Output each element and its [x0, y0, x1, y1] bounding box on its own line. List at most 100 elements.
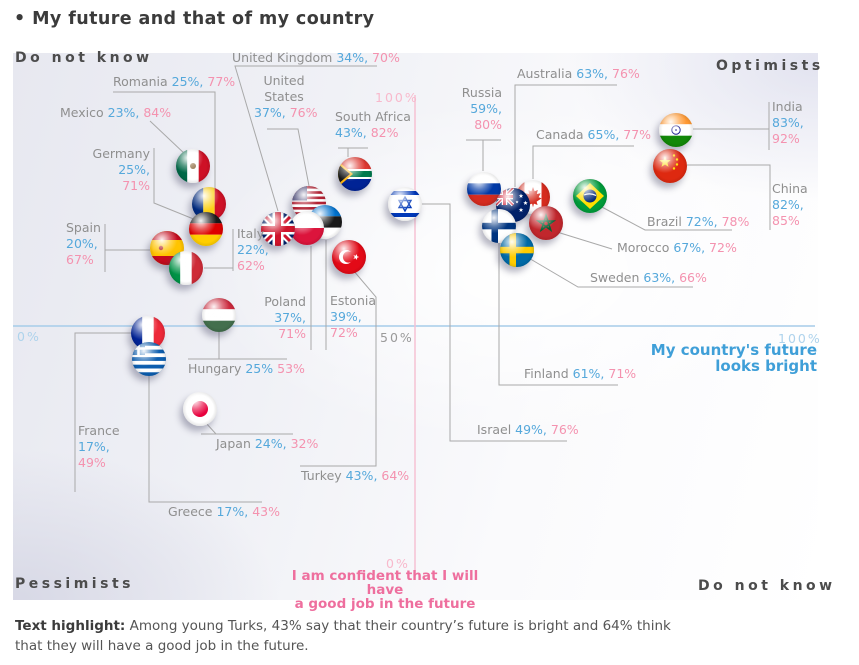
- country-label-united-kingdom: United Kingdom 34%, 70%: [232, 50, 400, 65]
- country-label-mexico: Mexico 23%, 84%: [60, 105, 172, 120]
- flag-ball-turkey: [331, 240, 366, 275]
- ball-gloss: [169, 250, 204, 285]
- y-axis-0-label: 0%: [386, 556, 410, 571]
- corner-label-bottom-right: Do not know: [698, 578, 836, 594]
- ball-gloss: [201, 297, 236, 332]
- callout-line-france: [74, 332, 131, 492]
- country-label-russia: Russia 59%, 80%: [461, 85, 502, 132]
- flag-ball-israel: [387, 186, 422, 221]
- page-title: • My future and that of my country: [14, 9, 375, 29]
- ball-gloss: [188, 212, 223, 247]
- ball-gloss: [467, 172, 502, 206]
- country-label-poland: Poland 37%, 71%: [264, 294, 306, 341]
- flag-ball-brazil: [573, 179, 608, 214]
- country-label-israel: Israel 49%, 76%: [477, 422, 579, 437]
- corner-label-optimists: Optimists: [716, 58, 824, 74]
- x-axis-100-label: 100%: [778, 331, 822, 346]
- ball-gloss: [658, 112, 693, 147]
- ball-gloss: [529, 205, 564, 240]
- ball-gloss: [183, 391, 218, 426]
- flag-ball-germany: [188, 212, 223, 247]
- flag-ball-italy: [169, 250, 204, 285]
- x-axis-caption: My country's future looks bright: [600, 342, 817, 374]
- flag-ball-united-kingdom: [260, 212, 295, 246]
- ball-gloss: [500, 232, 535, 267]
- x-axis-0-label: 0%: [17, 329, 41, 344]
- corner-label-pessimists: Pessimists: [15, 576, 134, 592]
- country-label-brazil: Brazil 72%, 78%: [647, 214, 750, 229]
- callout-line-israel: [421, 203, 567, 442]
- footer-line1: Among young Turks, 43% say that their co…: [125, 618, 671, 634]
- country-label-united-states: United States 37%, 76%: [254, 73, 318, 120]
- flag-ball-poland: [289, 211, 324, 246]
- country-label-japan: Japan 24%, 32%: [216, 436, 319, 451]
- flag-ball-china: [652, 148, 687, 183]
- callout-line-turkey: [300, 269, 377, 467]
- flag-ball-south-africa: [337, 156, 372, 191]
- callout-line-australia: [514, 84, 617, 187]
- country-label-turkey: Turkey 43%, 64%: [301, 468, 410, 483]
- country-label-india: India 83%, 92%: [772, 99, 804, 146]
- country-label-south-africa: South Africa 43%, 82%: [335, 109, 411, 140]
- country-label-finland: Finland 61%, 71%: [524, 366, 637, 381]
- flag-ball-france: [131, 315, 166, 350]
- country-label-sweden: Sweden 63%, 66%: [590, 270, 707, 285]
- x-axis-caption-line2: looks bright: [715, 357, 817, 375]
- callout-line-morocco: [556, 231, 613, 250]
- flag-ball-russia: [467, 172, 502, 206]
- country-label-italy: Italy 22%, 62%: [237, 226, 269, 273]
- y-axis-caption: I am confident that I will have a good j…: [275, 569, 495, 611]
- ball-gloss: [652, 148, 687, 183]
- country-label-australia: Australia 63%, 76%: [517, 66, 640, 81]
- flag-ball-hungary: [201, 297, 236, 332]
- footer-text: Text highlight: Among young Turks, 43% s…: [15, 616, 815, 656]
- country-label-canada: Canada 65%, 77%: [536, 127, 652, 142]
- country-label-romania: Romania 25%, 77%: [113, 74, 236, 89]
- country-label-germany: Germany 25%, 71%: [92, 146, 150, 193]
- callout-line-japan: [205, 422, 217, 435]
- ball-gloss: [331, 240, 366, 275]
- y-axis-100-label: 100%: [375, 90, 419, 105]
- callout-line-canada: [532, 145, 634, 179]
- flag-ball-japan: [183, 391, 218, 426]
- ball-gloss: [132, 341, 167, 376]
- country-label-china: China 82%, 85%: [772, 181, 808, 228]
- ball-gloss: [387, 186, 422, 221]
- callout-line-mexico: [149, 120, 187, 156]
- ball-gloss: [289, 211, 324, 246]
- ball-gloss: [573, 179, 608, 214]
- x-axis-caption-line1: My country's future: [650, 341, 817, 359]
- flag-ball-greece: [132, 341, 167, 376]
- corner-label-top-left: Do not know: [15, 50, 153, 66]
- flag-ball-morocco: [529, 205, 564, 240]
- callout-line-brazil: [599, 205, 732, 231]
- callout-line-romania: [113, 91, 216, 188]
- ball-gloss: [176, 149, 211, 184]
- footer-highlight-label: Text highlight:: [15, 618, 126, 634]
- callout-line-germany: [153, 148, 197, 221]
- country-label-france: France 17%, 49%: [78, 423, 120, 470]
- callout-line-china: [687, 164, 771, 230]
- callout-line-united-states: [267, 128, 310, 187]
- axis-50-label: 50%: [380, 330, 414, 345]
- callout-line-united-kingdom: [234, 65, 377, 212]
- country-label-spain: Spain 20%, 67%: [66, 220, 101, 267]
- flag-ball-sweden: [500, 232, 535, 267]
- flag-ball-united-states: [291, 185, 326, 220]
- y-axis-caption-line1: I am confident that I will have: [291, 568, 479, 598]
- callout-line-finland: [498, 243, 618, 386]
- callout-line-sweden: [526, 256, 693, 288]
- ball-gloss: [337, 156, 372, 191]
- flag-ball-india: [658, 112, 693, 147]
- ball-gloss: [260, 212, 295, 246]
- y-axis-caption-line2: a good job in the future: [294, 596, 476, 612]
- country-label-greece: Greece 17%, 43%: [168, 504, 280, 519]
- country-label-morocco: Morocco 67%, 72%: [617, 240, 737, 255]
- footer-line2: that they will have a good job in the fu…: [15, 638, 309, 654]
- country-label-estonia: Estonia 39%, 72%: [330, 293, 377, 340]
- country-label-hungary: Hungary 25% 53%: [188, 361, 305, 376]
- flag-ball-mexico: [176, 149, 211, 184]
- callout-line-greece: [148, 376, 262, 503]
